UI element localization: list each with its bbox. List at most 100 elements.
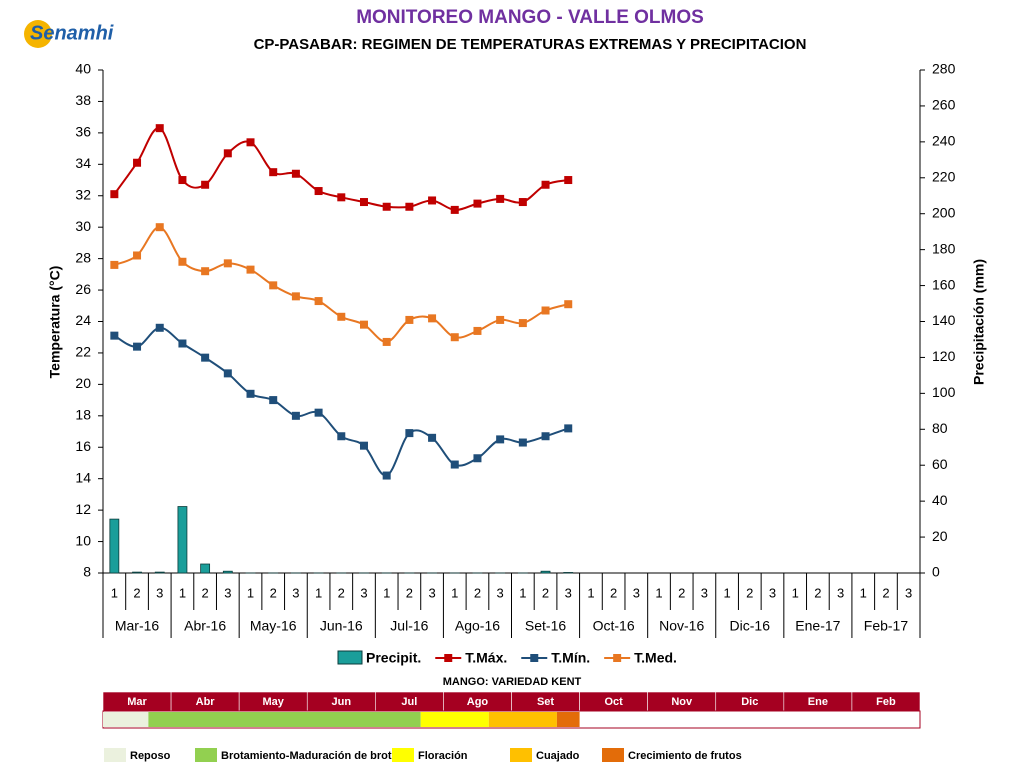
chart-title: MONITOREO MANGO - VALLE OLMOS xyxy=(356,7,704,28)
precip-bar xyxy=(540,570,551,574)
stage-segment xyxy=(148,712,421,727)
x-tick-label: 1 xyxy=(519,585,526,600)
y2-tick-label: 160 xyxy=(932,276,956,292)
x-tick-label: 1 xyxy=(587,585,594,600)
x-tick-label: 2 xyxy=(338,585,345,600)
legend-label: T.Med. xyxy=(634,650,677,666)
legend-item: T.Med. xyxy=(604,650,677,666)
stage-segment xyxy=(420,712,489,727)
x-tick-label: 3 xyxy=(565,585,572,600)
x-tick-label: 3 xyxy=(633,585,640,600)
x-tick-label: 2 xyxy=(678,585,685,600)
month-label: Feb xyxy=(876,696,896,708)
stage-swatch xyxy=(104,748,126,762)
legend-item: T.Mín. xyxy=(521,650,590,666)
precip-bar xyxy=(109,518,120,574)
series-line xyxy=(113,226,569,343)
legend-marker xyxy=(530,654,539,662)
series-marker xyxy=(337,312,346,321)
x-group-label: Ago-16 xyxy=(455,618,500,634)
x-group-label: May-16 xyxy=(250,618,297,634)
x-tick-label: 2 xyxy=(270,585,277,600)
y-tick-label: 16 xyxy=(75,438,91,454)
precip-bar xyxy=(563,572,574,574)
series-marker xyxy=(246,138,255,147)
series-marker xyxy=(314,297,323,306)
series-marker xyxy=(291,292,300,301)
stage-segment xyxy=(103,712,149,727)
series-marker xyxy=(246,389,255,398)
series-marker xyxy=(133,158,142,167)
legend-label: T.Mín. xyxy=(551,650,590,666)
precip-bar xyxy=(200,563,211,574)
series-marker xyxy=(337,432,346,441)
series-marker xyxy=(314,408,323,417)
x-tick-label: 2 xyxy=(746,585,753,600)
y2-tick-label: 240 xyxy=(932,133,956,149)
y2-tick-label: 0 xyxy=(932,564,940,580)
month-label: Jul xyxy=(401,696,417,708)
series-marker xyxy=(223,149,232,158)
x-tick-label: 3 xyxy=(428,585,435,600)
y2-tick-label: 220 xyxy=(932,168,956,184)
x-tick-label: 1 xyxy=(383,585,390,600)
x-tick-label: 2 xyxy=(610,585,617,600)
x-tick-label: 1 xyxy=(179,585,186,600)
series-marker xyxy=(269,168,278,177)
x-group-label: Abr-16 xyxy=(184,618,226,634)
stage-segment xyxy=(556,712,580,727)
series-marker xyxy=(518,438,527,447)
precip-bar xyxy=(222,570,233,574)
series-marker xyxy=(201,267,210,276)
x-tick-label: 2 xyxy=(814,585,821,600)
y2-tick-label: 200 xyxy=(932,204,956,220)
y-tick-label: 34 xyxy=(75,155,91,171)
x-group-label: Mar-16 xyxy=(115,618,160,634)
stage-segment xyxy=(488,712,557,727)
y-tick-label: 26 xyxy=(75,281,91,297)
y-tick-label: 8 xyxy=(83,564,91,580)
x-tick-label: 1 xyxy=(451,585,458,600)
series-marker xyxy=(291,411,300,420)
legend-label: T.Máx. xyxy=(465,650,507,666)
series-marker xyxy=(337,193,346,202)
legend-marker xyxy=(444,654,453,662)
x-group-label: Ene-17 xyxy=(795,618,840,634)
x-tick-label: 3 xyxy=(224,585,231,600)
y-tick-label: 12 xyxy=(75,501,91,517)
precip-bar xyxy=(154,571,165,574)
y2-tick-label: 40 xyxy=(932,492,948,508)
x-group-label: Dic-16 xyxy=(730,618,771,634)
series-marker xyxy=(405,315,414,324)
series-marker xyxy=(110,260,119,269)
y-tick-label: 24 xyxy=(75,312,91,328)
chart-subtitle: CP-PASABAR: REGIMEN DE TEMPERATURAS EXTR… xyxy=(254,36,807,53)
series-marker xyxy=(382,337,391,346)
month-label: Ene xyxy=(808,696,828,708)
x-group-label: Oct-16 xyxy=(593,618,635,634)
x-tick-label: 2 xyxy=(474,585,481,600)
y2-tick-label: 260 xyxy=(932,97,956,113)
month-label: Abr xyxy=(196,696,216,708)
x-tick-label: 3 xyxy=(701,585,708,600)
series-marker xyxy=(541,306,550,315)
series-marker xyxy=(564,300,573,309)
series-marker xyxy=(405,429,414,438)
month-label: Nov xyxy=(671,696,693,708)
series-marker xyxy=(291,169,300,178)
series-marker xyxy=(541,432,550,441)
month-label: Oct xyxy=(604,696,623,708)
precip-bar xyxy=(132,571,142,574)
series-marker xyxy=(133,342,142,351)
series-marker xyxy=(133,251,142,260)
stage-label: Crecimiento de frutos xyxy=(628,750,742,762)
legend-item: Precipit. xyxy=(337,650,421,666)
legend-marker xyxy=(613,654,622,662)
series-marker xyxy=(428,433,437,442)
series-marker xyxy=(110,331,119,340)
x-tick-label: 3 xyxy=(156,585,163,600)
legend-label: Precipit. xyxy=(366,650,421,666)
series-marker xyxy=(496,435,505,444)
series-marker xyxy=(155,323,164,332)
